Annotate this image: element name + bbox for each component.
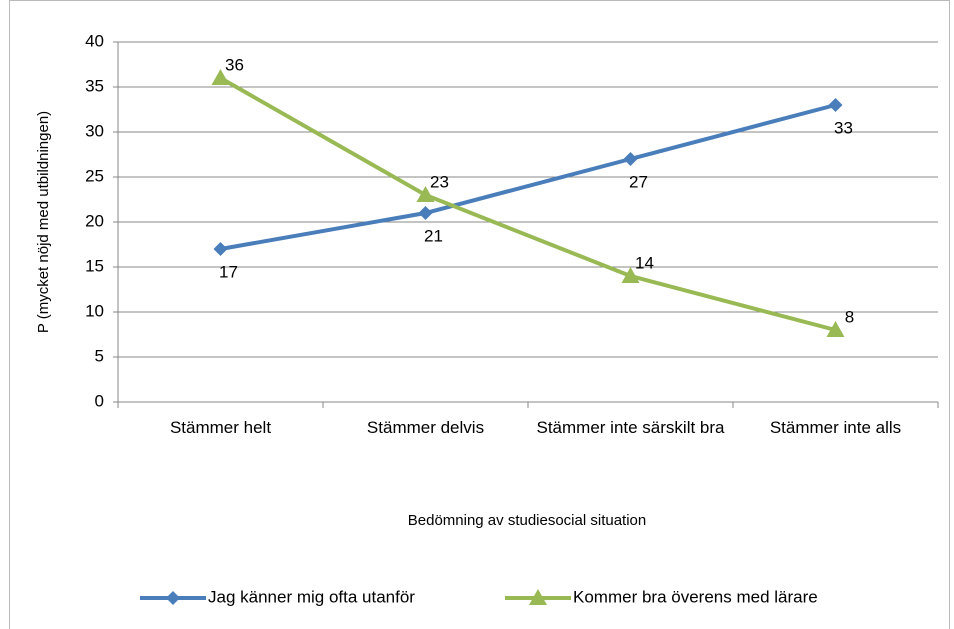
- y-tick-label: 35: [85, 76, 104, 95]
- x-tick-label: Stämmer inte särskilt bra: [536, 418, 725, 437]
- y-axis-title: P (mycket nöjd med utbildningen): [35, 111, 52, 333]
- x-axis-title: Bedömning av studiesocial situation: [408, 512, 646, 529]
- x-tick-label: Stämmer inte alls: [769, 418, 902, 437]
- y-tick-label: 0: [95, 391, 104, 410]
- y-tick-label: 5: [95, 346, 104, 365]
- data-label: 27: [629, 172, 648, 191]
- legend-marker: [529, 589, 547, 605]
- x-tick-label: Stämmer helt: [169, 418, 272, 437]
- legend-label: Kommer bra överens med lärare: [573, 587, 818, 606]
- data-point: [826, 321, 845, 337]
- data-label: 8: [845, 307, 854, 326]
- data-label: 23: [430, 172, 449, 191]
- series-line: [219, 76, 837, 332]
- data-label: 14: [635, 253, 654, 272]
- series-line: [220, 103, 837, 251]
- data-point: [418, 206, 433, 220]
- y-tick-label: 25: [85, 166, 104, 185]
- y-tick-label: 20: [85, 211, 104, 230]
- data-point: [623, 152, 638, 166]
- legend-marker: [166, 591, 180, 605]
- data-point: [213, 242, 228, 256]
- legend-label: Jag känner mig ofta utanför: [208, 587, 415, 606]
- data-point: [621, 267, 640, 283]
- data-label: 21: [424, 226, 443, 245]
- data-label: 36: [225, 55, 244, 74]
- data-label: 17: [219, 262, 238, 281]
- x-tick-label: Stämmer delvis: [366, 418, 485, 437]
- data-point: [416, 186, 435, 202]
- data-point: [211, 69, 230, 85]
- data-point: [828, 98, 843, 112]
- y-tick-label: 30: [85, 121, 104, 140]
- y-tick-label: 15: [85, 256, 104, 275]
- y-tick-label: 10: [85, 301, 104, 320]
- data-label: 33: [834, 118, 853, 137]
- y-tick-label: 40: [85, 31, 104, 50]
- chart-border: [9, 0, 950, 629]
